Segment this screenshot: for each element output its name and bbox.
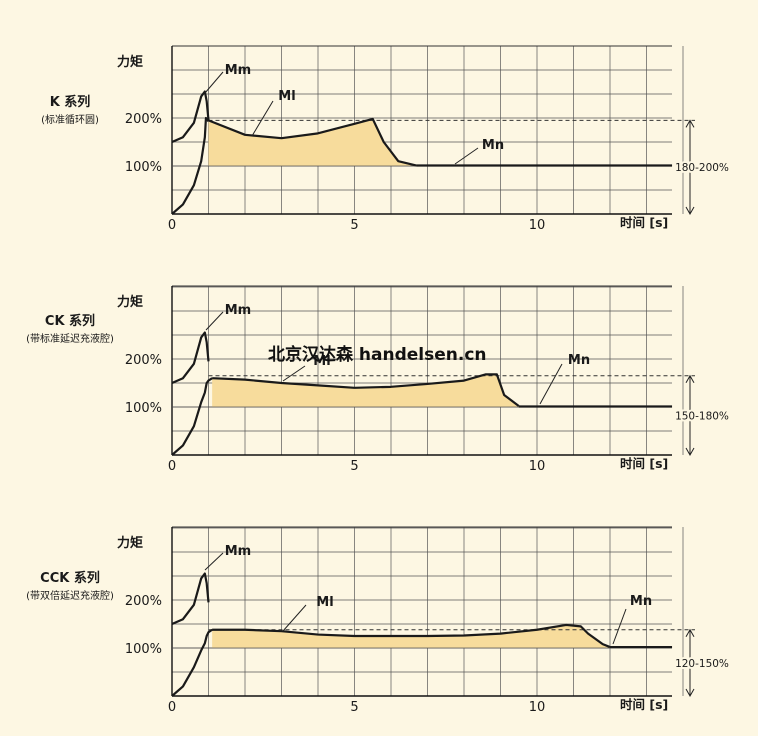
range-arrow-down — [685, 447, 695, 457]
ml-fill-area — [208, 118, 417, 166]
y-tick-label: 200% — [125, 112, 162, 127]
series-line-mm-0 — [171, 628, 213, 697]
x-tick-label: 0 — [168, 459, 176, 474]
mn-label: Mn — [482, 138, 504, 153]
mn-label: Mn — [568, 353, 590, 368]
series-subtitle: (带标准延迟充液腔) — [26, 332, 114, 345]
x-tick-label: 5 — [350, 459, 358, 474]
series-line-mm-0 — [171, 377, 213, 456]
ml-fill-area — [212, 374, 519, 407]
mm-leader-line — [204, 71, 224, 94]
ml-leader-line — [282, 365, 306, 382]
x-axis-label: 时间 [s] — [620, 456, 668, 471]
mn-leader-line — [454, 147, 479, 165]
series-title: CCK 系列 — [40, 570, 100, 586]
x-tick-label: 5 — [350, 700, 358, 715]
x-tick-label: 10 — [529, 218, 546, 233]
mn-leader-line — [612, 608, 627, 645]
mm-leader-line — [204, 552, 224, 571]
series-subtitle: (标准循环圆) — [41, 113, 99, 126]
range-arrow-up — [685, 374, 695, 384]
mm-leader-line — [205, 311, 224, 331]
ml-label: Ml — [313, 354, 330, 369]
y-tick-label: 100% — [125, 642, 162, 657]
y-tick-label: 100% — [125, 160, 162, 175]
mm-label: Mm — [225, 63, 251, 78]
x-tick-label: 10 — [529, 459, 546, 474]
x-tick-label: 10 — [529, 700, 546, 715]
series-line-mm-1 — [171, 331, 210, 385]
series-title: CK 系列 — [45, 313, 95, 329]
range-arrow-up — [685, 119, 695, 128]
range-label: 150-180% — [675, 410, 729, 422]
series-line-ml-2 — [212, 623, 611, 649]
chart-panel-1: 180-200% 0 5 10 100% 200% 时间 [s] 力矩 K 系列 (标准循环圆) M… — [41, 45, 731, 233]
series-title: K 系列 — [50, 94, 91, 110]
y-tick-label: 200% — [125, 594, 162, 609]
mn-label: Mn — [630, 594, 652, 609]
range-label: 180-200% — [675, 162, 729, 174]
x-tick-label: 0 — [168, 218, 176, 233]
range-arrow-up — [685, 628, 695, 638]
series-line-mm-1 — [171, 572, 210, 626]
range-arrow-down — [685, 206, 695, 216]
ml-label: Ml — [316, 595, 333, 610]
ml-leader-line — [282, 604, 307, 632]
y-tick-label: 100% — [125, 401, 162, 416]
series-line-ml-2 — [212, 373, 520, 407]
mm-label: Mm — [225, 544, 251, 559]
mm-label: Mm — [225, 303, 251, 318]
mn-leader-line — [539, 363, 563, 405]
ml-leader-line — [251, 100, 274, 137]
chart-panel-2: 150-180% 0 5 10 100% 200% 时间 [s] 力矩 CK 系列 (带标准延迟充… — [26, 285, 731, 474]
watermark-text: 北京汉达森 handelsen.cn — [268, 345, 487, 365]
chart-panel-3: 120-150% 0 5 10 100% 200% 时间 [s] 力矩 CCK 系列 (带双倍延迟… — [26, 526, 731, 715]
range-label: 120-150% — [675, 658, 729, 670]
x-tick-label: 0 — [168, 700, 176, 715]
series-subtitle: (带双倍延迟充液腔) — [26, 589, 114, 602]
x-axis-label: 时间 [s] — [620, 697, 668, 712]
y-axis-label: 力矩 — [117, 535, 143, 551]
y-tick-label: 200% — [125, 353, 162, 368]
x-axis-label: 时间 [s] — [620, 215, 668, 230]
y-axis-label: 力矩 — [117, 294, 143, 310]
series-line-ml-2 — [208, 117, 417, 167]
x-tick-label: 5 — [350, 218, 358, 233]
y-axis-label: 力矩 — [117, 54, 143, 70]
series-line-mm-1 — [171, 90, 210, 144]
ml-label: Ml — [278, 89, 295, 104]
series-line-mm-0 — [171, 116, 210, 215]
range-arrow-down — [685, 688, 695, 698]
